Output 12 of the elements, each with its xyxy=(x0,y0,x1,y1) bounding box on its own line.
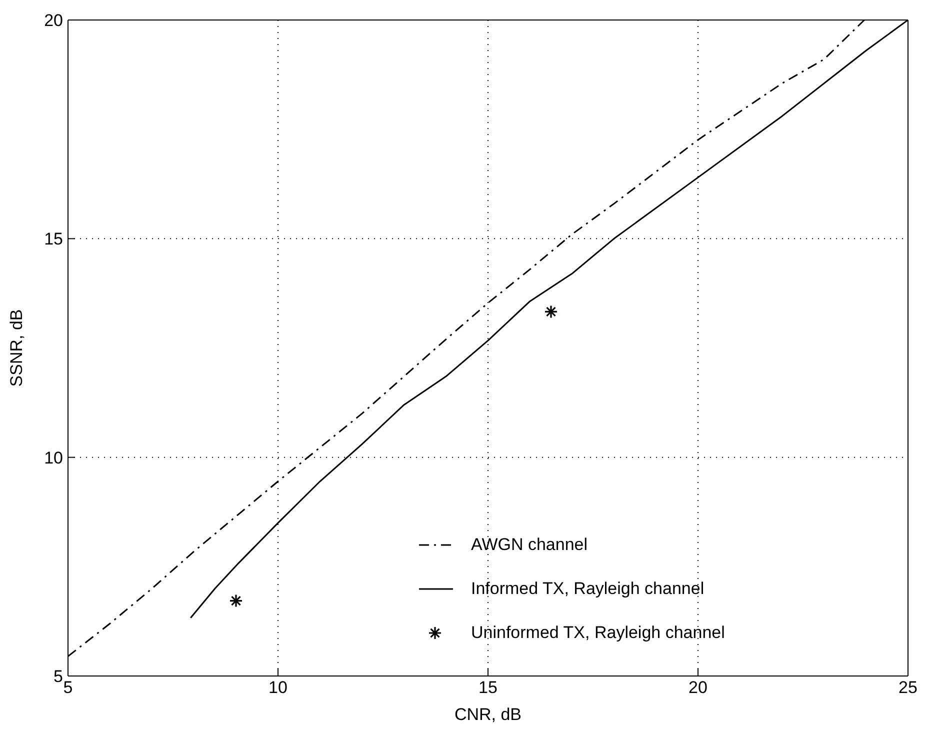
legend-label: AWGN channel xyxy=(471,535,588,555)
y-tick-label: 20 xyxy=(44,11,63,30)
y-tick-label: 15 xyxy=(44,230,63,249)
x-tick-label: 25 xyxy=(898,678,918,698)
legend-label: Uninformed TX, Rayleigh channel xyxy=(471,623,725,643)
x-tick-label: 20 xyxy=(688,678,708,698)
legend-label: Informed TX, Rayleigh channel xyxy=(471,579,704,599)
x-tick-label: 15 xyxy=(478,678,498,698)
y-axis-title: SSNR, dB xyxy=(7,309,26,387)
y-tick-label: 10 xyxy=(44,448,63,468)
x-axis-title: CNR, dB xyxy=(454,705,522,724)
x-tick-label: 10 xyxy=(268,678,288,698)
